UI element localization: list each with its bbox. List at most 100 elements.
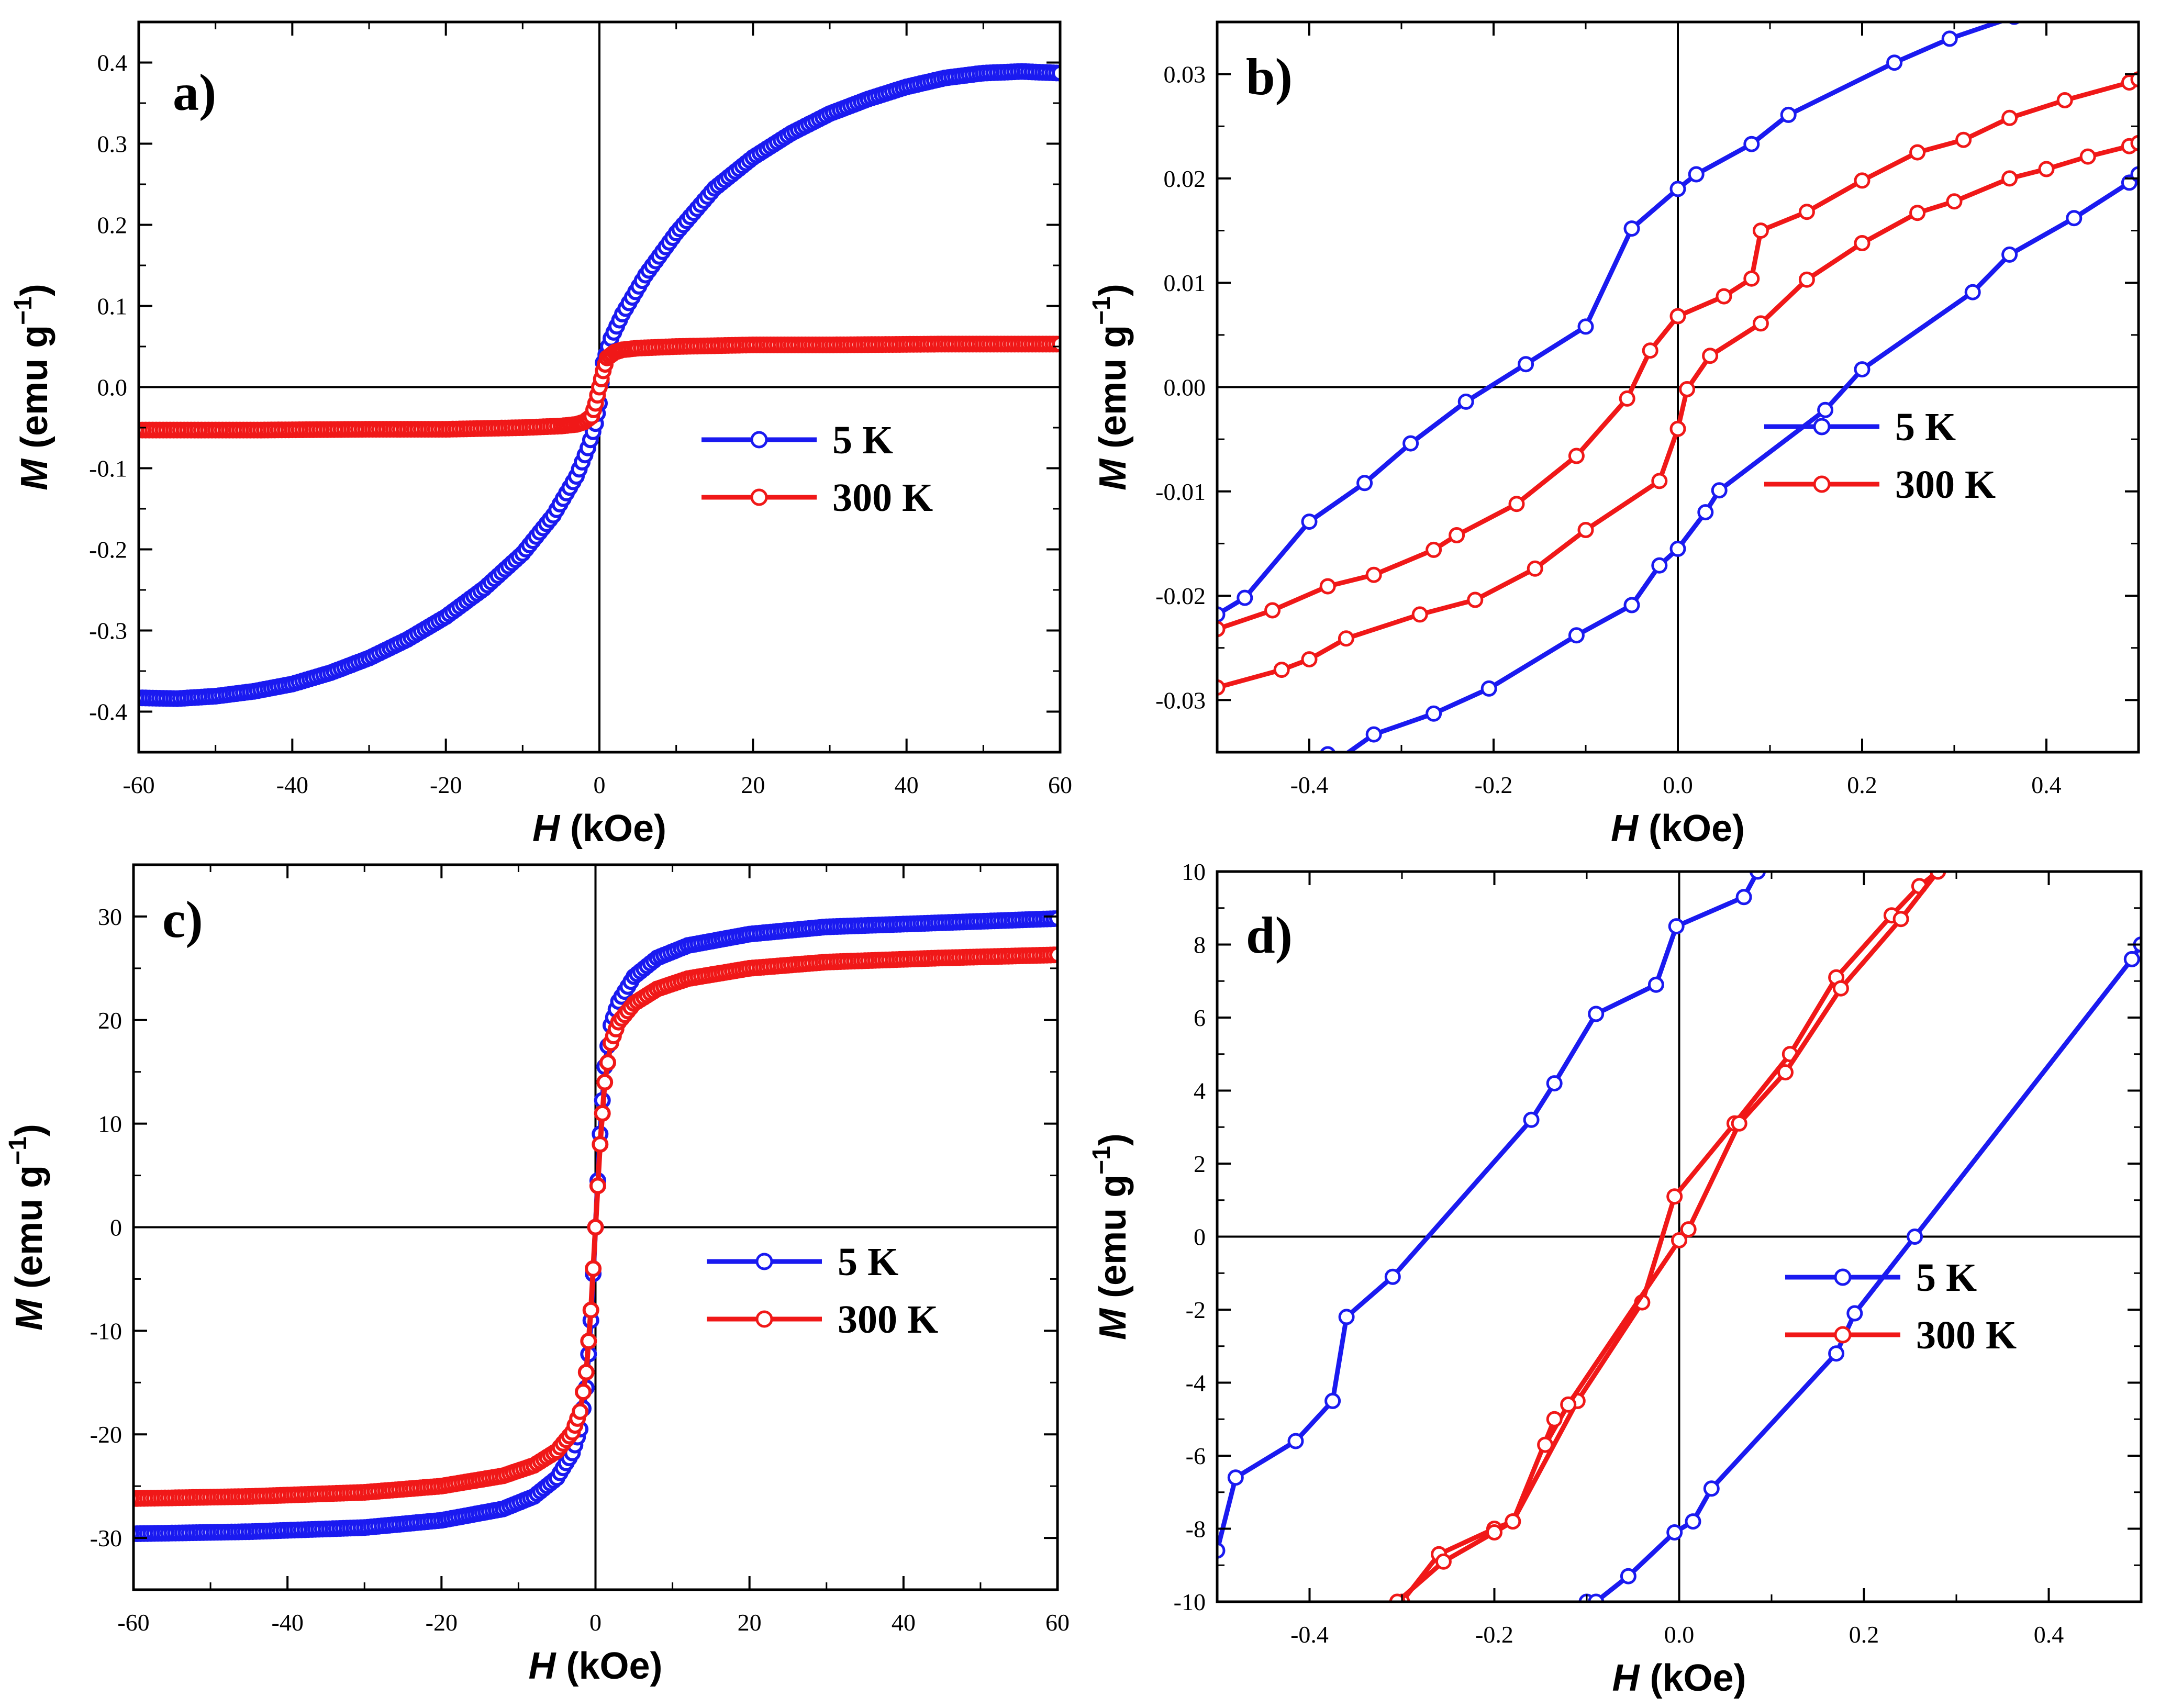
- data-point: [1560, 1396, 1577, 1413]
- data-point: [1301, 513, 1318, 530]
- x-tick-label: 20: [738, 1609, 762, 1636]
- data-point: [594, 1104, 611, 1122]
- x-tick-label: 0: [589, 1609, 602, 1636]
- y-tick-label: -2: [1186, 1297, 1206, 1323]
- data-point: [1743, 136, 1760, 152]
- x-tick-label: -60: [117, 1609, 149, 1636]
- data-point: [1651, 557, 1668, 574]
- data-point: [1505, 1513, 1521, 1530]
- series-group: [139, 63, 1060, 707]
- y-tick-label: -30: [90, 1525, 122, 1551]
- legend-label: 300 K: [832, 476, 933, 520]
- y-tick-label: -0.4: [89, 699, 127, 725]
- data-point: [1964, 284, 1981, 300]
- panel-label: d): [1246, 906, 1293, 964]
- data-point: [1798, 271, 1815, 288]
- data-point: [1426, 541, 1442, 558]
- data-point: [1854, 361, 1870, 378]
- data-point: [1568, 627, 1585, 644]
- y-axis-title: M (emu g−1): [1088, 1133, 1134, 1340]
- y-tick-label: 30: [98, 903, 122, 930]
- panel-label: a): [173, 63, 216, 121]
- y-tick-label: -0.2: [89, 537, 127, 563]
- series-line: [1584, 942, 2141, 1602]
- data-point: [1217, 679, 1226, 696]
- data-point: [596, 1074, 614, 1091]
- series-line: [1217, 22, 2006, 617]
- panel-label: b): [1246, 48, 1293, 106]
- data-point: [1892, 911, 1909, 928]
- legend-marker: [1834, 1268, 1852, 1286]
- data-point: [1703, 1480, 1720, 1497]
- data-point: [1480, 680, 1497, 697]
- data-point: [1384, 1268, 1401, 1285]
- data-point: [1227, 1469, 1244, 1486]
- data-point: [1752, 222, 1769, 239]
- data-point: [1666, 1188, 1683, 1205]
- legend-marker: [755, 1310, 773, 1328]
- series-group: [133, 910, 1057, 1543]
- data-point: [1402, 435, 1419, 452]
- data-point: [1449, 527, 1465, 543]
- data-point: [2001, 170, 2018, 187]
- data-point: [1577, 318, 1594, 335]
- y-tick-label: 4: [1194, 1078, 1206, 1104]
- data-point: [1457, 393, 1474, 410]
- data-point: [1287, 1433, 1304, 1449]
- legend-label: 300 K: [1895, 463, 1996, 507]
- x-tick-label: -20: [430, 772, 462, 798]
- x-axis-title: H (kOe): [1612, 1657, 1746, 1699]
- panel-d: -0.4 -0.2 0.0 0.2 0.4 -10 -8 -6 -4 -2 0 2 4 6 8 10 H (kO…: [1088, 858, 2143, 1699]
- data-point: [1955, 131, 1972, 148]
- data-point: [592, 1136, 609, 1153]
- x-tick-label: 0.2: [1847, 772, 1877, 798]
- y-tick-label: -20: [90, 1421, 122, 1448]
- data-point: [1832, 980, 1849, 997]
- data-point: [1854, 235, 1870, 251]
- x-tick-label: -0.2: [1475, 1621, 1513, 1648]
- x-tick-label: 0: [594, 772, 606, 798]
- data-point: [1049, 910, 1057, 927]
- data-point: [1666, 1524, 1683, 1540]
- legend-marker: [750, 488, 768, 506]
- data-point: [2001, 109, 2018, 126]
- data-point: [1588, 1593, 1605, 1602]
- y-tick-label: 0.1: [97, 293, 128, 320]
- data-point: [1546, 1075, 1563, 1092]
- data-point: [1273, 662, 1290, 678]
- data-point: [1338, 1309, 1355, 1325]
- data-point: [2123, 951, 2140, 967]
- panel-b: -0.4 -0.2 0.0 0.2 0.4 -0.03 -0.02 -0.01 0.00 0.01…: [1088, 20, 2140, 850]
- data-point: [1651, 473, 1668, 489]
- data-point: [589, 1177, 606, 1195]
- data-point: [1669, 420, 1686, 437]
- data-point: [1411, 606, 1428, 623]
- y-tick-label: 0: [1194, 1224, 1206, 1251]
- data-point: [1052, 336, 1060, 353]
- data-point: [1685, 1513, 1701, 1530]
- data-point: [1941, 30, 1958, 47]
- data-point: [587, 1219, 604, 1236]
- series-line: [1327, 172, 2139, 752]
- data-point: [1426, 705, 1442, 722]
- data-point: [1669, 540, 1686, 557]
- data-point: [1365, 566, 1382, 583]
- y-tick-label: 10: [98, 1111, 122, 1137]
- y-tick-label: -0.3: [89, 618, 127, 644]
- data-point: [599, 1054, 616, 1071]
- data-point: [1688, 166, 1705, 183]
- data-point: [1301, 651, 1318, 668]
- data-point: [2079, 148, 2096, 165]
- data-point: [1886, 54, 1903, 71]
- data-point: [2001, 246, 2018, 263]
- data-point: [1356, 475, 1373, 492]
- y-tick-label: 0.00: [1164, 374, 1206, 401]
- y-axis-title: M (emu g−1): [9, 284, 55, 490]
- x-tick-label: -40: [276, 772, 308, 798]
- x-tick-label: 0.4: [2031, 772, 2062, 798]
- y-tick-label: 0.0: [97, 374, 128, 401]
- data-point: [1854, 172, 1870, 189]
- data-point: [1731, 1115, 1747, 1132]
- y-tick-label: -4: [1186, 1370, 1206, 1397]
